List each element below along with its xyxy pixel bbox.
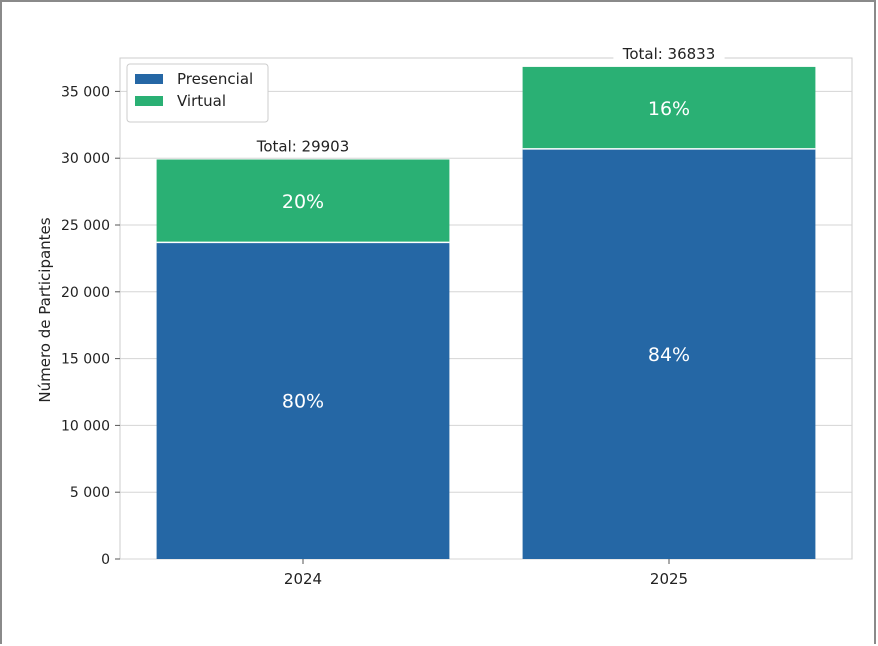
bar-segment-presencial-2024 [156, 242, 450, 560]
bar-segment-virtual-2024 [156, 159, 450, 243]
segment-percent-label: 84% [648, 344, 690, 366]
segment-percent-label: 80% [282, 391, 324, 413]
bar-segment-virtual-2025 [522, 66, 816, 149]
total-label: Total: 29903 [256, 137, 350, 155]
legend-label-presencial: Presencial [177, 70, 253, 88]
total-label: Total: 36833 [622, 45, 716, 63]
y-axis-label: Número de Participantes [36, 217, 54, 402]
y-tick-label: 35 000 [61, 84, 110, 100]
total-label-background [613, 44, 725, 63]
y-tick-label: 25 000 [61, 218, 110, 234]
axes: 0 5 000 10 000 15 000 20 000 25 000 30 000 35 0… [61, 84, 688, 588]
bar-labels: 80% 20% Total: 29903 84% 16% Total: 36833 [247, 44, 725, 413]
legend-swatch-virtual [135, 96, 163, 106]
total-label-background [247, 137, 359, 156]
segment-percent-label: 16% [648, 98, 690, 120]
segment-percent-label: 20% [282, 191, 324, 213]
x-tick-label: 2024 [284, 570, 322, 588]
legend-swatch-presencial [135, 74, 163, 84]
x-tick-label: 2025 [650, 570, 688, 588]
y-tick-label: 30 000 [61, 151, 110, 167]
bars [156, 66, 816, 560]
legend: Presencial Virtual [126, 63, 269, 123]
y-tick-label: 15 000 [61, 352, 110, 368]
y-tick-label: 20 000 [61, 285, 110, 301]
legend-label-virtual: Virtual [177, 92, 226, 110]
bar-segment-presencial-2025 [522, 148, 816, 559]
y-tick-label: 5 000 [70, 485, 110, 501]
y-tick-label: 10 000 [61, 418, 110, 434]
y-tick-label: 0 [101, 552, 110, 568]
